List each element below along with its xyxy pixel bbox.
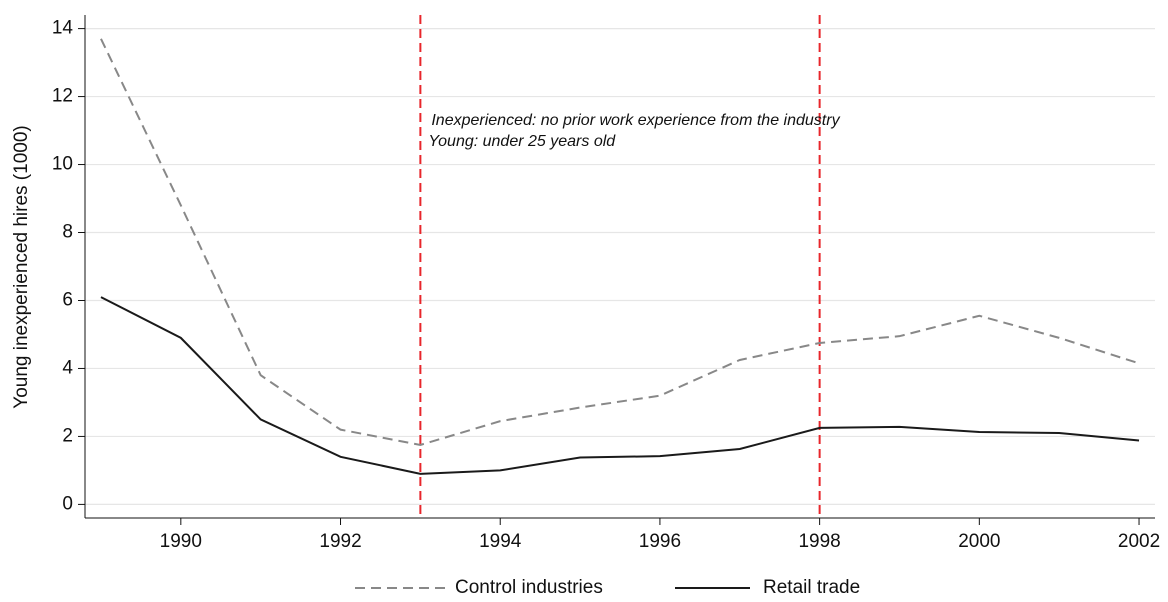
x-tick-label: 1992 (319, 531, 361, 552)
y-axis-label: Young inexperienced hires (1000) (11, 125, 32, 408)
x-tick-label: 1990 (160, 531, 202, 552)
x-tick-label: 1996 (639, 531, 681, 552)
y-tick-label: 12 (52, 86, 73, 107)
y-tick-label: 0 (62, 493, 73, 514)
x-tick-label: 2002 (1118, 531, 1160, 552)
x-tick-label: 1998 (798, 531, 840, 552)
series-line (100, 296, 1140, 475)
x-tick-label: 1994 (479, 531, 522, 552)
legend-label: Retail trade (763, 577, 860, 598)
y-tick-label: 6 (62, 290, 73, 311)
annotation: Young: under 25 years old (428, 133, 616, 150)
legend-label: Control industries (455, 577, 603, 598)
annotation: Inexperienced: no prior work experience … (431, 112, 840, 129)
y-tick-label: 2 (62, 425, 73, 446)
series-line (100, 38, 1140, 446)
x-tick-label: 2000 (958, 531, 1000, 552)
y-tick-label: 10 (52, 154, 73, 175)
y-tick-label: 8 (62, 222, 73, 243)
y-tick-label: 4 (62, 357, 73, 378)
y-tick-label: 14 (52, 18, 74, 39)
